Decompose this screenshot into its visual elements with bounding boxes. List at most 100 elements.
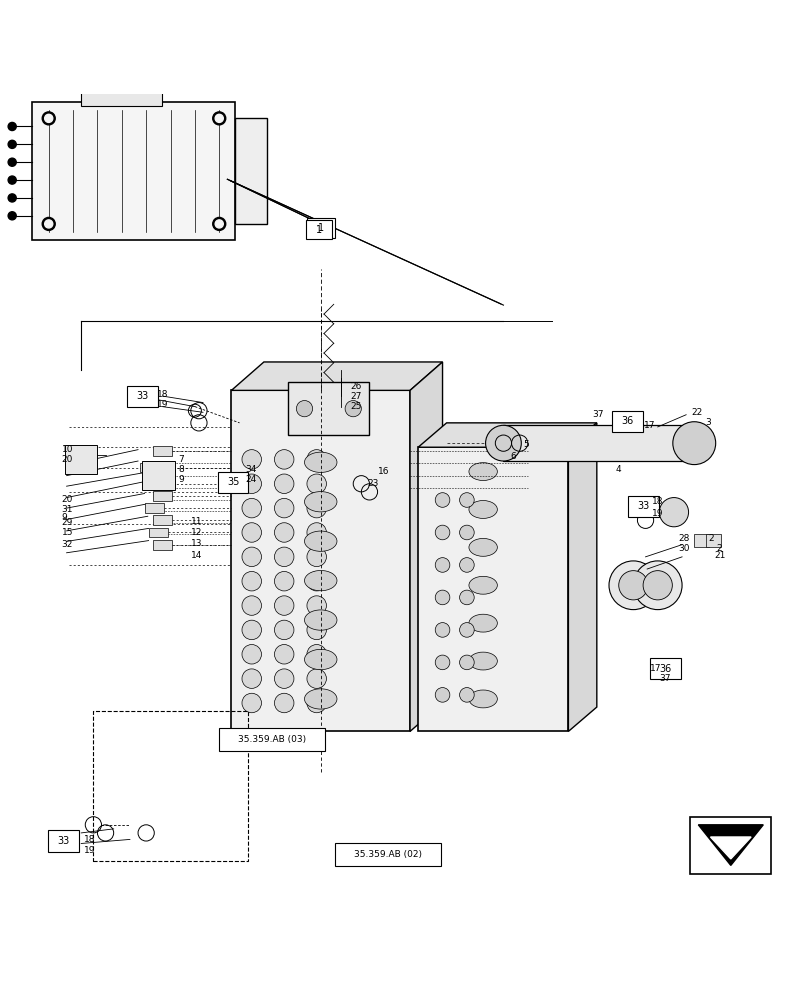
Circle shape	[459, 558, 474, 572]
Polygon shape	[231, 362, 442, 390]
Circle shape	[307, 474, 326, 494]
Bar	[418, 447, 568, 731]
Text: 8: 8	[178, 465, 184, 474]
Bar	[693, 534, 708, 547]
Circle shape	[215, 114, 223, 122]
Circle shape	[45, 114, 53, 122]
Circle shape	[274, 523, 294, 542]
Bar	[148, 479, 168, 489]
Bar	[611, 411, 642, 432]
Circle shape	[459, 525, 474, 540]
Bar	[152, 446, 172, 456]
Text: 35: 35	[226, 477, 239, 487]
Circle shape	[42, 217, 55, 230]
Text: 33: 33	[135, 391, 148, 401]
Bar	[127, 386, 157, 407]
Text: 17: 17	[649, 664, 660, 673]
Circle shape	[459, 590, 474, 605]
Text: 9: 9	[178, 475, 184, 484]
Text: 13: 13	[191, 539, 202, 548]
Text: 16: 16	[378, 467, 389, 476]
Circle shape	[8, 122, 16, 131]
Circle shape	[435, 493, 449, 507]
Text: 10: 10	[62, 445, 73, 454]
Circle shape	[242, 498, 261, 518]
Bar	[144, 503, 164, 513]
Circle shape	[345, 401, 361, 417]
Circle shape	[485, 425, 521, 461]
Circle shape	[274, 474, 294, 494]
Circle shape	[459, 493, 474, 507]
Circle shape	[459, 688, 474, 702]
Ellipse shape	[468, 501, 496, 518]
Bar	[93, 711, 247, 861]
Ellipse shape	[468, 690, 496, 708]
Bar	[689, 817, 770, 874]
Text: 9: 9	[62, 513, 67, 522]
Text: 5: 5	[522, 440, 528, 449]
Text: 4: 4	[615, 465, 620, 474]
Ellipse shape	[304, 649, 337, 670]
Text: 32: 32	[62, 540, 73, 549]
Bar	[706, 534, 720, 547]
Ellipse shape	[304, 452, 337, 472]
Circle shape	[212, 217, 225, 230]
Circle shape	[215, 220, 223, 228]
Text: 11: 11	[191, 517, 202, 526]
Polygon shape	[568, 423, 596, 731]
Bar	[217, 472, 248, 493]
Circle shape	[307, 547, 326, 567]
Bar	[148, 528, 168, 537]
Circle shape	[642, 571, 672, 600]
Text: 30: 30	[677, 544, 689, 553]
Circle shape	[459, 623, 474, 637]
Circle shape	[242, 620, 261, 640]
Text: 12: 12	[191, 528, 202, 537]
Polygon shape	[710, 837, 750, 859]
Text: 20: 20	[62, 495, 73, 504]
Text: 2: 2	[707, 534, 713, 543]
Text: 25: 25	[350, 402, 362, 411]
Bar	[142, 461, 174, 490]
Bar	[152, 540, 172, 550]
Text: 35.359.AB (03): 35.359.AB (03)	[238, 735, 306, 744]
Ellipse shape	[304, 531, 337, 551]
Ellipse shape	[304, 492, 337, 512]
Circle shape	[307, 620, 326, 640]
Bar	[65, 445, 97, 474]
Circle shape	[633, 561, 681, 610]
Circle shape	[307, 669, 326, 688]
Circle shape	[45, 220, 53, 228]
Circle shape	[307, 523, 326, 542]
Polygon shape	[418, 423, 596, 447]
Circle shape	[242, 547, 261, 567]
Circle shape	[307, 498, 326, 518]
Text: 28: 28	[677, 534, 689, 543]
Text: 22: 22	[691, 408, 702, 417]
Ellipse shape	[468, 538, 496, 556]
Circle shape	[672, 422, 714, 465]
Circle shape	[242, 645, 261, 664]
Text: 3: 3	[704, 418, 710, 427]
Ellipse shape	[304, 610, 337, 630]
Circle shape	[274, 596, 294, 615]
Circle shape	[242, 596, 261, 615]
Circle shape	[8, 158, 16, 166]
Bar	[140, 463, 160, 472]
Circle shape	[8, 140, 16, 148]
Text: 33: 33	[57, 836, 70, 846]
Polygon shape	[697, 825, 762, 865]
Text: 36: 36	[620, 416, 633, 426]
Text: 1: 1	[317, 223, 324, 233]
Circle shape	[307, 450, 326, 469]
Circle shape	[242, 571, 261, 591]
Circle shape	[242, 693, 261, 713]
Circle shape	[608, 561, 657, 610]
Bar	[81, 86, 162, 106]
Text: 35.359.AB (02): 35.359.AB (02)	[354, 850, 422, 859]
Bar	[219, 728, 324, 751]
Text: 31: 31	[62, 505, 73, 514]
Text: 29: 29	[62, 518, 73, 527]
Circle shape	[274, 645, 294, 664]
Circle shape	[212, 112, 225, 125]
